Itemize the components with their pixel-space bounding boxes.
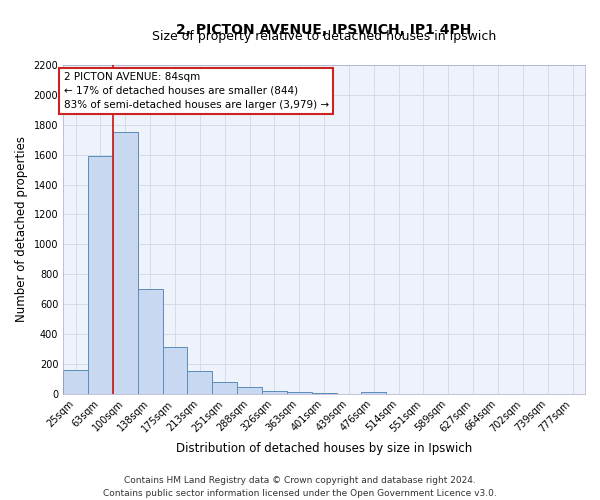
- Bar: [311, 393, 337, 394]
- Bar: [361, 392, 386, 394]
- Bar: [237, 387, 262, 394]
- Bar: [262, 391, 287, 394]
- Bar: [287, 392, 311, 394]
- Bar: [88, 156, 113, 394]
- Bar: [187, 370, 212, 394]
- Bar: [163, 346, 187, 394]
- Y-axis label: Number of detached properties: Number of detached properties: [15, 136, 28, 322]
- Bar: [63, 370, 88, 394]
- Text: 2, PICTON AVENUE, IPSWICH, IP1 4PH: 2, PICTON AVENUE, IPSWICH, IP1 4PH: [176, 23, 472, 37]
- Text: Contains HM Land Registry data © Crown copyright and database right 2024.
Contai: Contains HM Land Registry data © Crown c…: [103, 476, 497, 498]
- X-axis label: Distribution of detached houses by size in Ipswich: Distribution of detached houses by size …: [176, 442, 472, 455]
- Bar: [212, 382, 237, 394]
- Text: 2 PICTON AVENUE: 84sqm
← 17% of detached houses are smaller (844)
83% of semi-de: 2 PICTON AVENUE: 84sqm ← 17% of detached…: [64, 72, 329, 110]
- Bar: [113, 132, 138, 394]
- Bar: [138, 289, 163, 394]
- Title: Size of property relative to detached houses in Ipswich: Size of property relative to detached ho…: [152, 30, 496, 43]
